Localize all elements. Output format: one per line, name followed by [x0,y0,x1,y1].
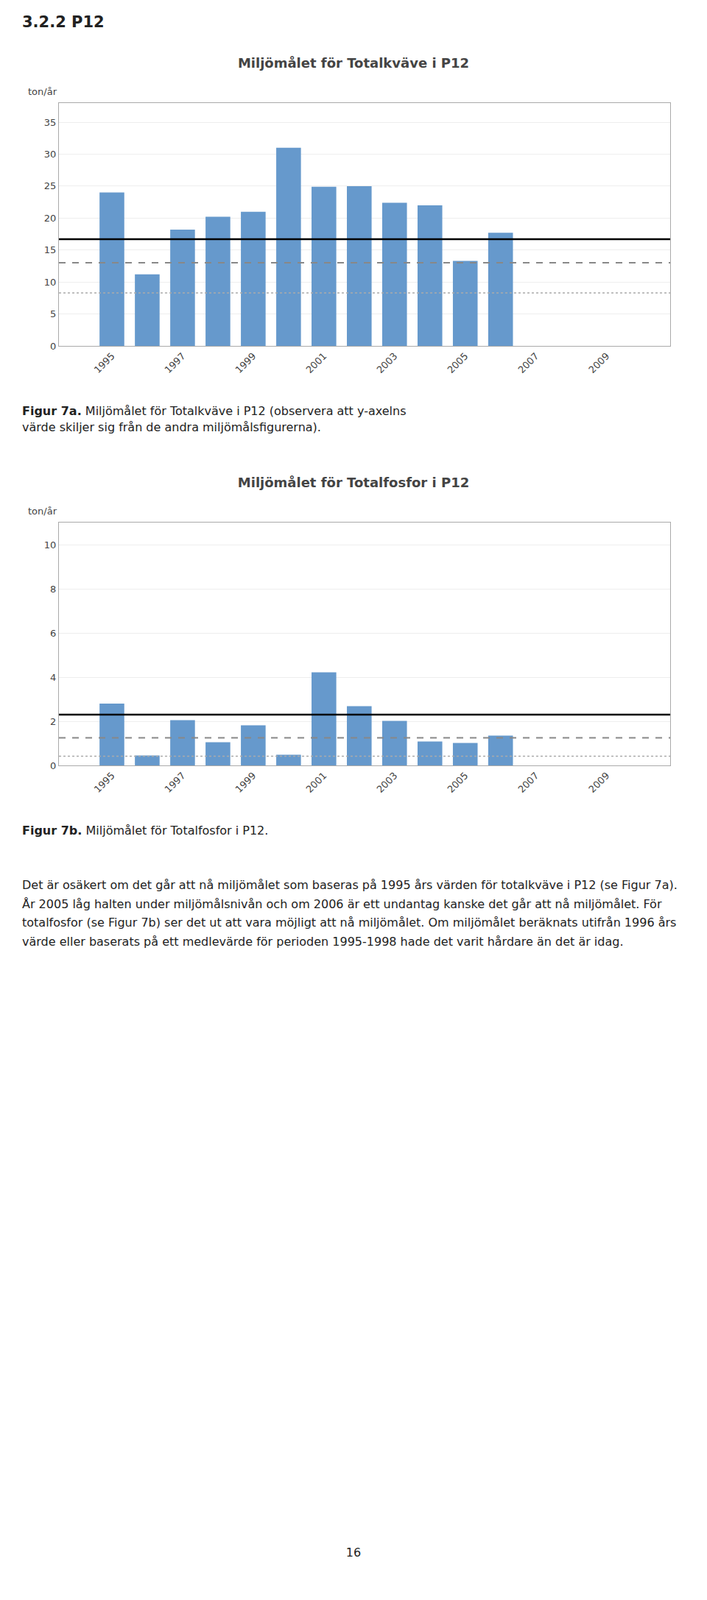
svg-text:1997: 1997 [162,350,188,376]
svg-text:0: 0 [50,760,56,772]
svg-text:30: 30 [44,148,57,160]
svg-text:4: 4 [50,672,56,684]
svg-text:2: 2 [50,716,56,728]
svg-text:2001: 2001 [304,350,330,376]
svg-text:2003: 2003 [374,770,400,796]
html-text:3.2.2 P12: 3.2.2 P12 [22,13,105,31]
svg-text:15: 15 [44,244,57,256]
html-text:Figur 7b. Miljömålet för Total: Figur 7b. Miljömålet för Totalfosfor i P… [22,824,269,839]
svg-text:20: 20 [44,212,57,224]
svg-text:2003: 2003 [374,350,400,376]
svg-text:1997: 1997 [162,770,188,796]
svg-text:ton/år: ton/år [27,505,58,517]
svg-text:1995: 1995 [92,350,118,376]
svg-text:2007: 2007 [515,350,541,376]
svg-text:1995: 1995 [92,770,118,796]
svg-text:2009: 2009 [586,770,612,796]
svg-text:6: 6 [50,628,56,640]
svg-text:Miljömålet för Totalkväve i P1: Miljömålet för Totalkväve i P12 [237,55,470,71]
svg-text:1999: 1999 [233,350,259,376]
html-text:Det är osäkert om det går att: Det är osäkert om det går att nå miljömå… [22,878,678,950]
svg-text:2005: 2005 [444,350,470,376]
html-text:16: 16 [345,1546,362,1561]
svg-text:8: 8 [50,584,56,596]
svg-text:2009: 2009 [586,350,612,376]
svg-text:5: 5 [50,308,56,320]
html-text:värde skiljer sig från de andr: värde skiljer sig från de andra miljömål… [22,420,322,435]
svg-text:0: 0 [50,340,56,353]
svg-text:10: 10 [44,276,57,288]
svg-text:1999: 1999 [233,770,259,796]
svg-text:25: 25 [44,180,57,192]
svg-text:10: 10 [44,539,57,551]
svg-text:Miljömålet för Totalfosfor i P: Miljömålet för Totalfosfor i P12 [237,475,470,491]
svg-text:35: 35 [44,117,57,129]
svg-text:2007: 2007 [515,770,541,796]
html-text:Figur 7a. Miljömålet för Total: Figur 7a. Miljömålet för Totalkväve i P1… [22,404,407,419]
svg-text:ton/år: ton/år [27,86,58,98]
svg-text:2005: 2005 [444,770,470,796]
svg-text:2001: 2001 [304,770,330,796]
